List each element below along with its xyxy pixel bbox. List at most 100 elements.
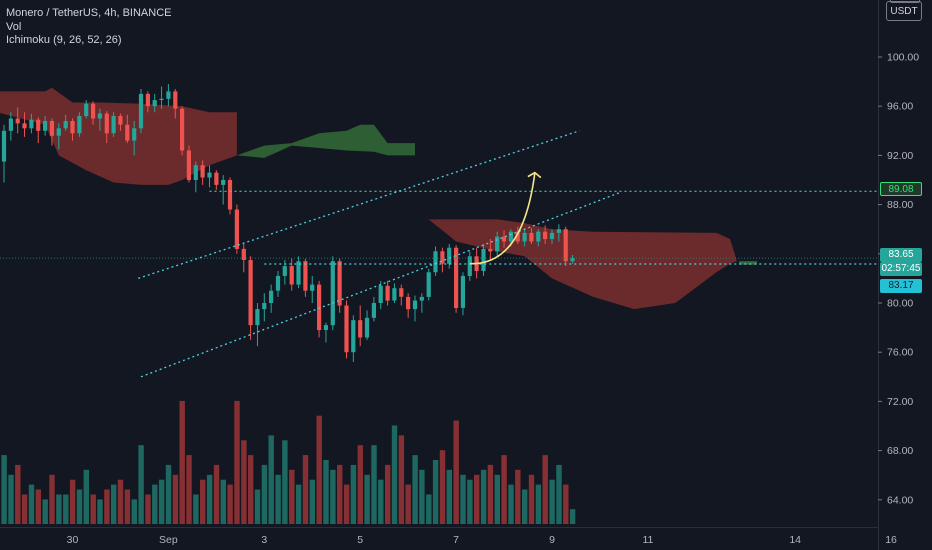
candle-body: [358, 320, 363, 338]
candle-body: [515, 231, 520, 242]
volume-bar: [391, 425, 398, 524]
candle-body: [8, 118, 13, 131]
candle-body: [200, 165, 205, 178]
candle-body: [207, 172, 212, 178]
volume-bar: [371, 445, 377, 524]
candle: [317, 280, 322, 338]
volume-bar: [432, 460, 439, 524]
candle: [200, 160, 205, 185]
volume-bar: [474, 474, 480, 524]
candle-body: [419, 296, 424, 301]
support-price-tag: 83.17: [880, 279, 922, 293]
candle: [22, 112, 27, 137]
projection-curve: [469, 172, 536, 265]
currency-button[interactable]: USDT: [886, 1, 922, 21]
volume-bar: [494, 474, 500, 524]
candle-body: [97, 113, 102, 119]
volume-bar: [111, 484, 117, 524]
time-tick-label: 30: [67, 534, 79, 546]
volume-bar: [412, 455, 418, 524]
candle: [275, 271, 281, 297]
candle: [91, 101, 96, 125]
volume-bar: [131, 499, 137, 524]
channel-lower-line: [140, 191, 621, 378]
candle-body: [549, 232, 555, 239]
candle: [549, 229, 555, 244]
candle-body: [536, 231, 541, 242]
volume-bar: [138, 445, 144, 524]
candle-body: [522, 232, 527, 242]
volume-bar: [56, 494, 62, 524]
volume-bar: [152, 484, 158, 524]
candle: [173, 89, 178, 119]
ichimoku-cloud-bullish: [236, 124, 415, 158]
candle: [330, 256, 335, 331]
candle: [392, 283, 397, 303]
countdown-tag: 02:57:45: [880, 262, 922, 276]
volume-bar: [439, 450, 446, 524]
candle-body: [234, 209, 239, 249]
volume-bar: [357, 445, 363, 524]
drawing-lines: [0, 130, 878, 378]
candle-body: [186, 150, 191, 180]
volume-bar: [261, 464, 268, 524]
volume-bar: [15, 464, 21, 524]
price-tick-label: 80.00: [887, 298, 913, 310]
volume-bar: [282, 440, 288, 524]
candle-body: [488, 248, 493, 252]
candle: [337, 258, 342, 313]
candle: [488, 239, 493, 260]
candle: [522, 229, 527, 247]
candle-body: [145, 93, 150, 107]
candle-body: [460, 275, 465, 308]
candle-body: [399, 288, 404, 297]
volume-bar: [467, 479, 473, 524]
volume-bar: [186, 455, 192, 524]
candle-body: [125, 124, 130, 141]
candle: [515, 226, 520, 244]
candle-body: [91, 103, 96, 119]
projection-arrowhead: [527, 171, 542, 179]
volume-bar: [515, 469, 521, 524]
candle-body: [36, 119, 41, 131]
candle: [358, 305, 363, 347]
volume-bar: [241, 440, 247, 524]
candle: [132, 121, 137, 156]
volume-bar: [487, 464, 494, 524]
candle: [145, 91, 150, 113]
candle: [460, 272, 465, 316]
candle-body: [180, 108, 185, 151]
volume-bar: [179, 400, 185, 524]
candle: [433, 246, 438, 276]
volume-bar: [275, 474, 281, 524]
candle-body: [255, 309, 260, 326]
candle-body: [282, 266, 287, 276]
candle-body: [501, 236, 507, 242]
candle: [8, 112, 13, 141]
candle-body: [392, 288, 397, 301]
volume-bars: [1, 400, 576, 524]
candle-body: [529, 232, 534, 242]
candle: [501, 230, 507, 248]
price-tick-label: 64.00: [887, 494, 913, 506]
candle: [63, 114, 68, 131]
candle-body: [275, 275, 281, 291]
candle: [214, 170, 219, 190]
candle: [166, 84, 171, 107]
volume-bar: [343, 484, 350, 524]
candle-body: [56, 128, 61, 136]
price-tick-label: 68.00: [887, 445, 913, 457]
level-price-tag: 89.08: [880, 182, 922, 196]
volume-bar: [117, 479, 124, 524]
candle: [481, 244, 486, 276]
volume-bar: [316, 415, 322, 524]
candle: [255, 303, 260, 347]
candle: [104, 111, 109, 144]
candle-body: [166, 91, 171, 99]
candle: [364, 310, 370, 340]
candle-body: [22, 123, 27, 129]
ichimoku-cloud-bearish-1: [0, 87, 237, 185]
candle: [234, 204, 239, 254]
candle-body: [344, 305, 349, 353]
